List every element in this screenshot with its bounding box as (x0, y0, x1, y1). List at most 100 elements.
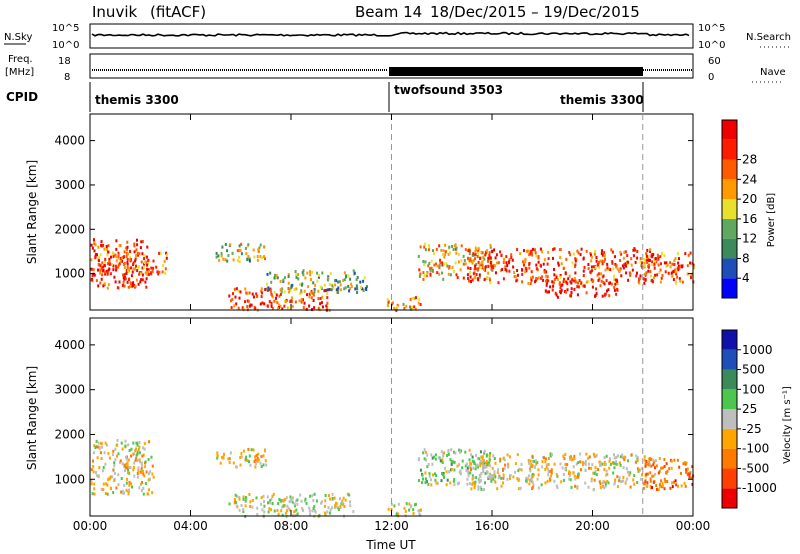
data-cell (339, 288, 342, 292)
data-cell (253, 255, 256, 259)
data-cell (165, 256, 168, 260)
data-cell (439, 457, 442, 461)
data-cell (638, 468, 641, 472)
data-cell (150, 266, 153, 270)
data-cell (452, 269, 455, 273)
data-cell (422, 451, 425, 455)
data-cell (531, 485, 534, 489)
data-cell (308, 304, 311, 308)
data-cell (108, 262, 111, 266)
data-cell (144, 460, 147, 464)
data-cell (527, 461, 530, 465)
data-cell (588, 466, 590, 470)
data-cell (539, 263, 542, 267)
data-cell (564, 271, 567, 275)
data-cell (299, 282, 301, 286)
data-cell (447, 272, 450, 276)
data-cell (460, 449, 463, 453)
data-cell (596, 273, 599, 277)
data-cell (593, 488, 595, 491)
data-cell (273, 276, 276, 280)
data-cell (146, 261, 149, 265)
data-cell (616, 287, 619, 291)
data-cell (532, 460, 534, 463)
data-cell (246, 305, 249, 308)
data-cell (593, 455, 596, 459)
data-cell (659, 268, 662, 272)
data-cell (623, 458, 626, 461)
data-cell (320, 285, 322, 289)
data-cell (638, 276, 641, 280)
data-cell (652, 460, 655, 464)
data-cell (233, 498, 236, 501)
data-cell (326, 278, 329, 282)
data-cell (635, 454, 638, 458)
data-cell (587, 456, 590, 460)
cpid-segment-3: themis 3300 (560, 93, 644, 107)
data-cell (126, 266, 129, 269)
data-cell (643, 272, 646, 276)
data-cell (584, 481, 587, 485)
data-cell (310, 296, 313, 300)
data-cell (658, 457, 661, 460)
velocity-colorbar-swatch (722, 428, 737, 449)
data-cell (614, 263, 617, 266)
nsky-tick-bottom-right: 10^0 (698, 40, 725, 51)
data-cell (572, 465, 575, 469)
data-cell (422, 271, 425, 275)
data-cell (287, 306, 290, 310)
data-cell (484, 481, 486, 485)
data-cell (546, 479, 549, 483)
data-cell (146, 273, 149, 277)
data-cell (450, 460, 453, 464)
data-cell (598, 480, 601, 484)
data-cell (291, 296, 294, 300)
data-cell (143, 447, 146, 451)
data-cell (270, 508, 273, 512)
data-cell (626, 470, 629, 474)
data-cell (569, 457, 572, 461)
data-cell (151, 491, 154, 495)
data-cell (238, 260, 241, 264)
data-cell (626, 254, 629, 258)
data-cell (294, 270, 297, 273)
data-cell (616, 475, 619, 479)
data-cell (597, 468, 599, 471)
data-cell (649, 485, 652, 488)
data-cell (116, 439, 119, 442)
data-cell (306, 271, 309, 275)
data-cell (326, 288, 329, 292)
data-cell (233, 501, 236, 505)
power-colorbar-swatch (722, 258, 737, 279)
data-cell (676, 266, 679, 270)
data-cell (230, 306, 233, 309)
data-cell (646, 481, 649, 485)
data-cell (529, 469, 532, 473)
data-cell (440, 450, 443, 454)
data-cell (114, 458, 117, 462)
data-cell (504, 268, 507, 271)
velocity-colorbar-tick-label: -100 (742, 442, 769, 456)
power-colorbar-swatch (722, 278, 737, 298)
data-cell (444, 250, 447, 254)
data-cell (525, 479, 528, 483)
data-cell (483, 466, 486, 469)
data-cell (594, 252, 597, 256)
data-cell (597, 260, 600, 264)
data-cell (329, 508, 332, 512)
data-cell (494, 461, 497, 465)
data-cell (653, 276, 655, 280)
data-cell (547, 463, 550, 466)
data-cell (242, 495, 245, 499)
data-cell (649, 477, 652, 481)
data-cell (659, 484, 661, 488)
data-cell (133, 283, 135, 287)
data-cell (486, 463, 489, 466)
data-cell (314, 510, 317, 514)
data-cell (453, 450, 455, 454)
data-cell (240, 455, 243, 459)
data-cell (141, 252, 144, 256)
data-cell (138, 441, 141, 445)
data-cell (441, 471, 443, 475)
